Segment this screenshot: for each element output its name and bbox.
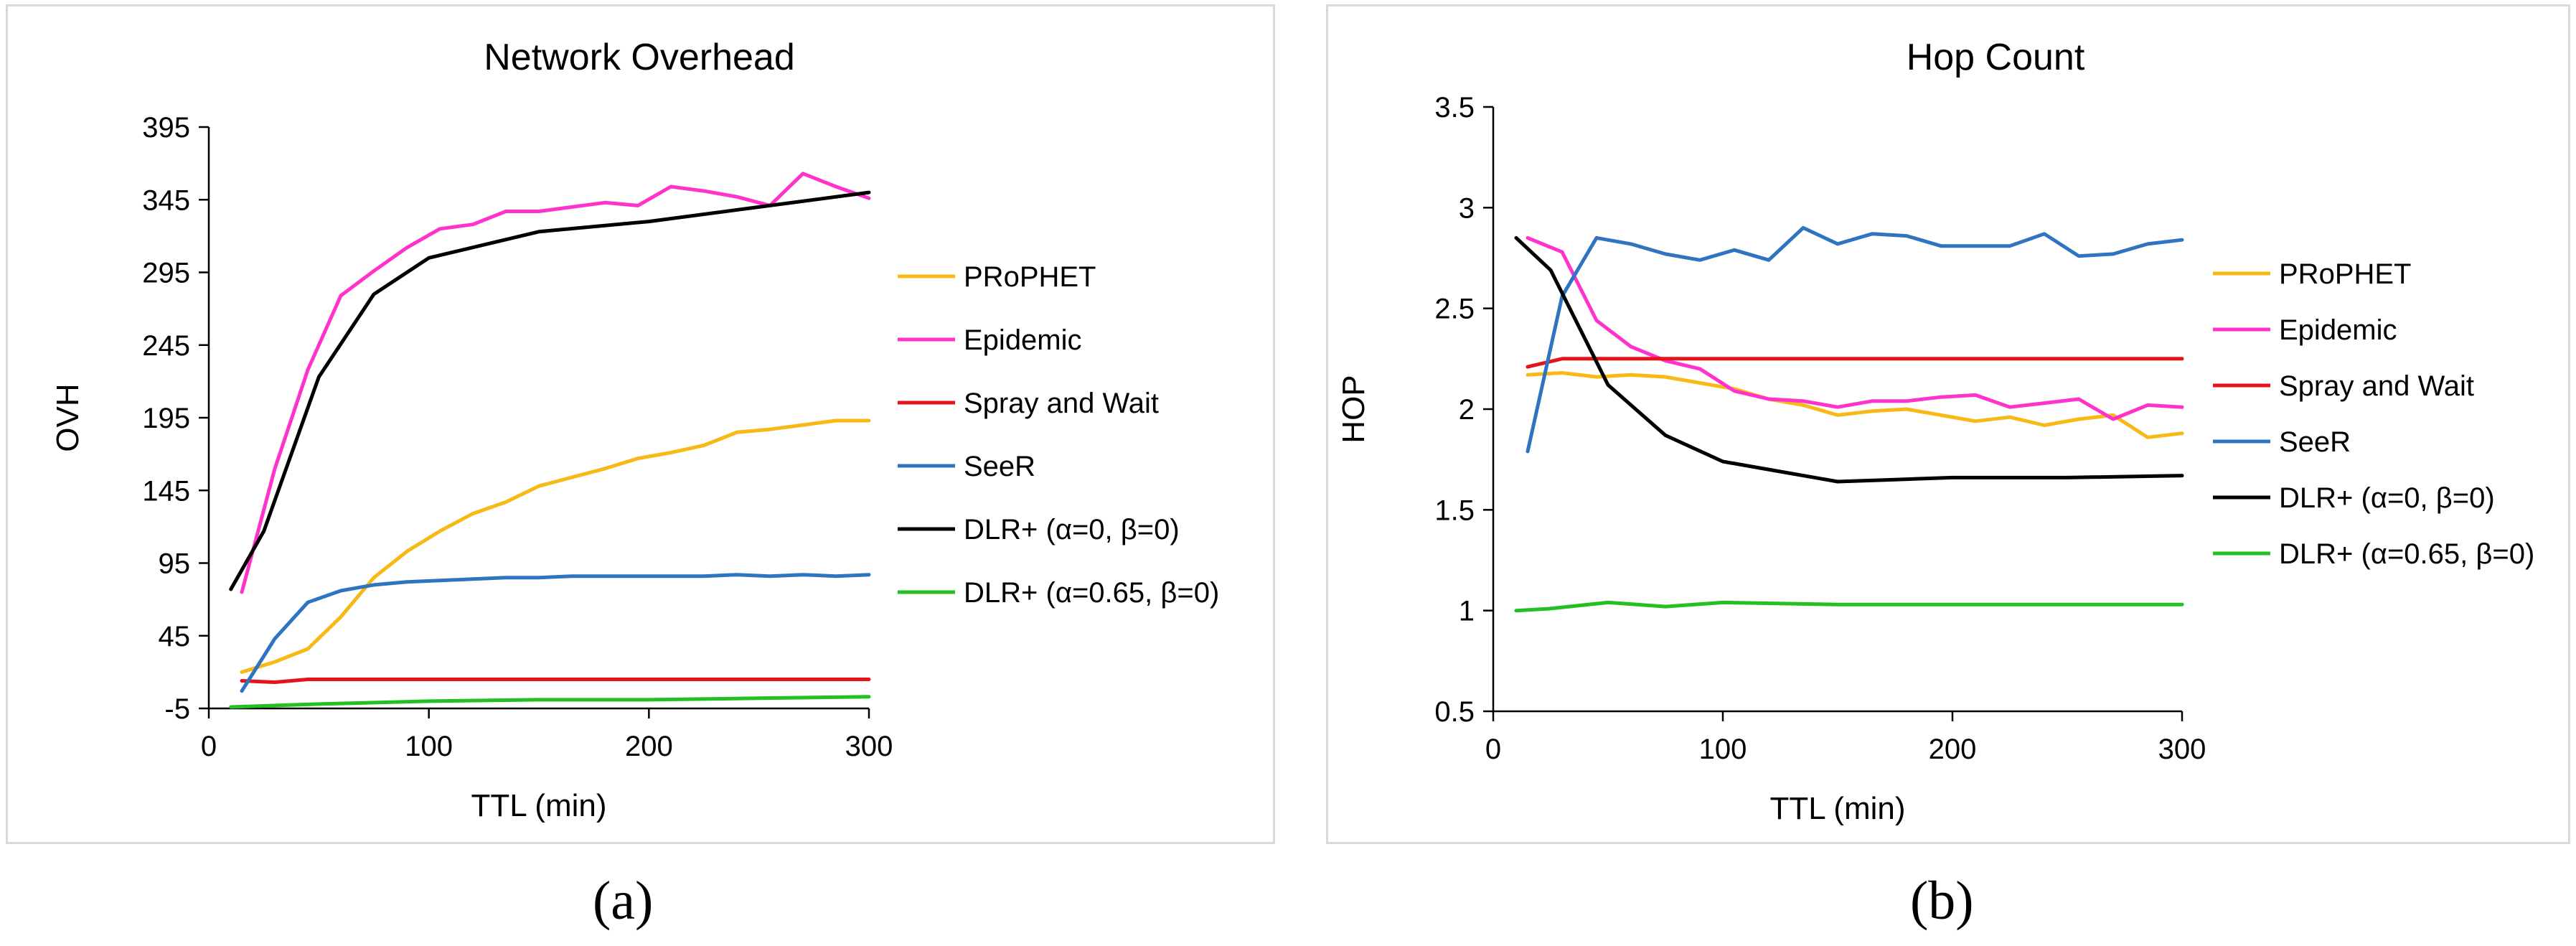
series-line-epidemic	[1526, 235, 2184, 421]
chart-panel-b: Hop Count 0.5 1 1.5 2 2.5 3 3.5 0 100 200 300 TTL (m…	[1326, 4, 2570, 844]
legend-label-seer: SeeR	[2279, 426, 2351, 458]
y-tick-label: 0.5	[1434, 696, 1475, 728]
x-axis-label: TTL (min)	[1769, 791, 1905, 826]
series-line-prophet	[240, 418, 871, 674]
y-tick-label: 245	[142, 330, 190, 362]
y-tick-label: 295	[142, 258, 190, 289]
legend-label-dlr-0-0: DLR+ (α=0, β=0)	[2279, 482, 2495, 514]
series-line-dlr-0-0	[229, 190, 871, 591]
x-tick-label: 0	[201, 731, 217, 762]
x-axis-label: TTL (min)	[471, 788, 606, 823]
x-tick-label: 100	[405, 731, 453, 762]
series-line-seer	[240, 573, 871, 693]
series-line-epidemic	[240, 172, 871, 594]
y-tick-label: 1	[1459, 596, 1475, 627]
caption-b: (b)	[1910, 871, 1974, 931]
x-tick-label: 300	[2158, 734, 2206, 765]
y-tick-label: 45	[159, 621, 191, 652]
series-line-spray-and-wait	[240, 678, 871, 684]
y-tick-label: 145	[142, 475, 190, 507]
y-tick-label: 3	[1459, 192, 1475, 224]
chart-title: Hop Count	[1907, 37, 2085, 78]
legend-label-spray-and-wait: Spray and Wait	[2279, 370, 2474, 402]
network-overhead-chart: Network Overhead -5 45 95 145 195 245 295 345 395…	[50, 37, 1219, 823]
series-line-prophet	[1526, 371, 2184, 439]
y-tick-label: 1.5	[1434, 495, 1475, 526]
legend-label-dlr-0-65-0: DLR+ (α=0.65, β=0)	[2279, 538, 2534, 570]
y-axis-label: OVH	[50, 383, 85, 451]
legend-label-prophet: PRoPHET	[2279, 258, 2412, 290]
x-tick-label: 300	[845, 731, 893, 762]
chart-panel-a: Network Overhead -5 45 95 145 195 245 295 345 395…	[6, 4, 1275, 844]
hop-count-chart: Hop Count 0.5 1 1.5 2 2.5 3 3.5 0 100 200 300 TTL (m…	[1336, 37, 2534, 826]
y-tick-label: 2	[1459, 394, 1475, 426]
legend-label-seer: SeeR	[964, 451, 1035, 482]
legend-label-prophet: PRoPHET	[964, 261, 1096, 293]
legend-label-dlr-0-65-0: DLR+ (α=0.65, β=0)	[964, 577, 1219, 609]
y-tick-label: 395	[142, 112, 190, 144]
x-tick-label: 200	[625, 731, 673, 762]
chart-title: Network Overhead	[484, 37, 795, 78]
series-line-spray-and-wait	[1526, 357, 2184, 369]
legend-label-epidemic: Epidemic	[964, 324, 1082, 356]
series-line-dlr-0-0	[1514, 235, 2184, 484]
legend-label-epidemic: Epidemic	[2279, 314, 2397, 346]
series-line-dlr-0-65-0	[1514, 600, 2184, 613]
caption-a: (a)	[593, 871, 654, 931]
y-tick-label: -5	[164, 693, 190, 725]
y-tick-label: 2.5	[1434, 294, 1475, 325]
x-tick-label: 200	[1929, 734, 1977, 765]
legend-label-dlr-0-0: DLR+ (α=0, β=0)	[964, 514, 1180, 545]
series-line-seer	[1526, 225, 2184, 454]
y-axis-label: HOP	[1336, 375, 1371, 443]
series-line-dlr-0-65-0	[229, 695, 871, 709]
x-tick-label: 100	[1699, 734, 1747, 765]
x-tick-label: 0	[1485, 734, 1501, 765]
legend-label-spray-and-wait: Spray and Wait	[964, 388, 1159, 419]
y-tick-label: 195	[142, 403, 190, 434]
y-tick-label: 95	[159, 548, 191, 580]
y-tick-label: 345	[142, 184, 190, 216]
y-tick-label: 3.5	[1434, 92, 1475, 123]
